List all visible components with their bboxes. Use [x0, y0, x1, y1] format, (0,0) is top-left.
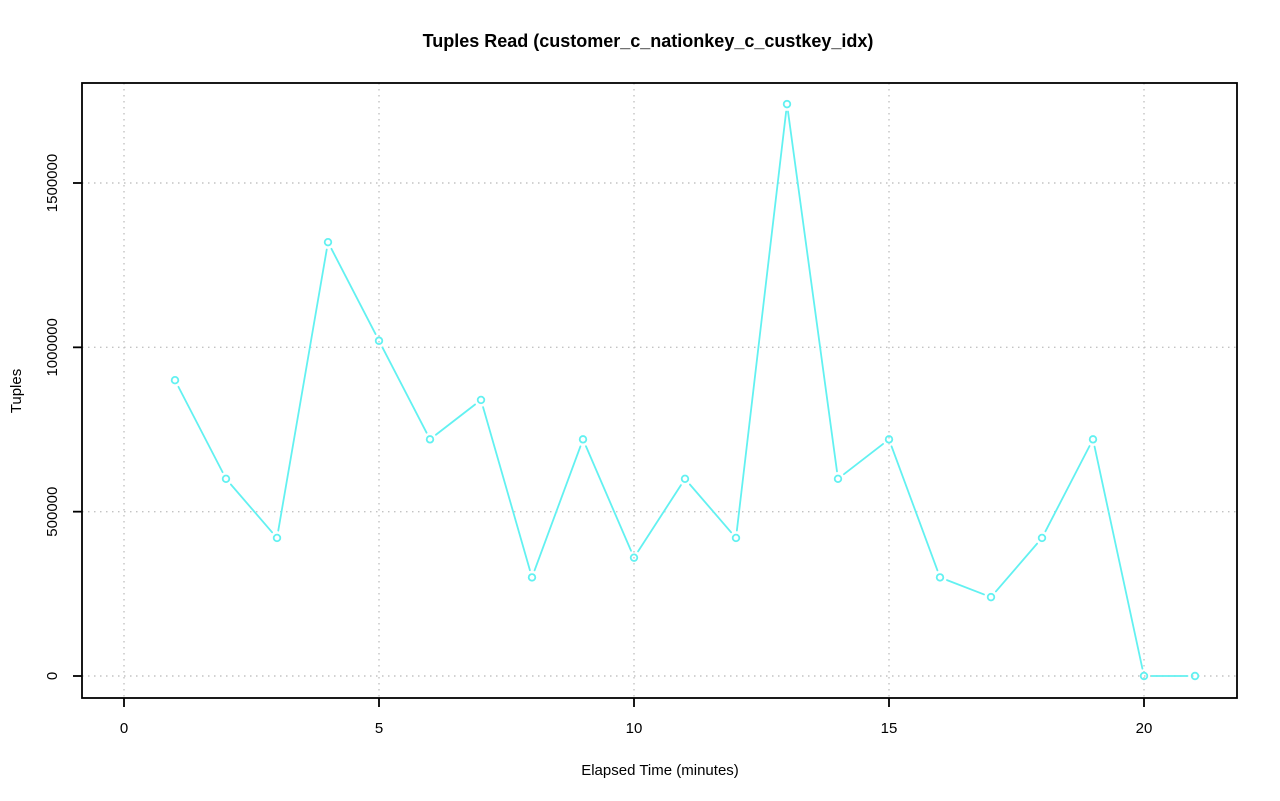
x-tick-label: 0 [120, 720, 128, 737]
series-line-segment [177, 385, 224, 474]
data-point [578, 435, 588, 444]
series-line-segment [585, 445, 632, 552]
series-line-segment [277, 248, 328, 532]
x-axis-label: Elapsed Time (minutes) [581, 762, 739, 779]
y-axis-label: Tuples [8, 369, 25, 413]
series-line-segment [482, 406, 531, 572]
gridlines [82, 83, 1237, 698]
series-line-segment [890, 445, 939, 572]
data-point [272, 533, 282, 543]
data-point [833, 474, 843, 483]
y-tick-label: 500000 [44, 487, 61, 537]
series-line-segment [435, 403, 476, 436]
data-point [884, 435, 894, 444]
data-point [731, 533, 741, 543]
x-tick-label: 10 [626, 720, 643, 737]
data-point [1088, 435, 1098, 444]
chart-title: Tuples Read (customer_c_nationkey_c_cust… [423, 31, 874, 51]
series-line-segment [735, 110, 788, 532]
data-point [1037, 533, 1047, 543]
y-tick-label: 0 [44, 672, 61, 680]
series-line-segment [330, 247, 377, 335]
data-point [170, 376, 180, 385]
data-point [782, 99, 792, 109]
plot-frame [81, 82, 1238, 699]
data-point [1139, 671, 1149, 681]
series-line-segment [381, 346, 428, 434]
series-line-segment [637, 484, 682, 553]
y-tick-label: 1000000 [44, 318, 61, 376]
data-point [221, 474, 231, 483]
data-point [680, 474, 690, 483]
data-point [425, 435, 435, 444]
series-line-segment [1093, 445, 1144, 670]
series-line-segment [787, 110, 838, 473]
data-point [374, 336, 384, 345]
data-point [527, 573, 537, 582]
x-tick-label: 20 [1136, 720, 1153, 737]
y-tick-label: 1500000 [44, 154, 61, 212]
data-point [1190, 671, 1200, 681]
x-tick-label: 5 [375, 720, 383, 737]
x-tick-label: 15 [881, 720, 898, 737]
series-line-segment [229, 483, 274, 534]
series-line-segment [843, 443, 884, 476]
series-line-segment [946, 579, 985, 596]
data-point [986, 592, 996, 602]
series-line-segment [533, 445, 582, 572]
data-point [935, 573, 945, 582]
data-point [323, 237, 333, 247]
data-series [170, 99, 1200, 681]
axis-tick-labels: 0 5 10 15 20 0 500000 1000000 1500000 [44, 154, 1152, 737]
series-line-segment [1044, 445, 1091, 533]
axis-ticks [73, 182, 1145, 707]
data-point [476, 395, 486, 405]
data-point [629, 553, 639, 562]
series-line-segment [994, 542, 1039, 593]
series-line-segment [688, 483, 733, 534]
